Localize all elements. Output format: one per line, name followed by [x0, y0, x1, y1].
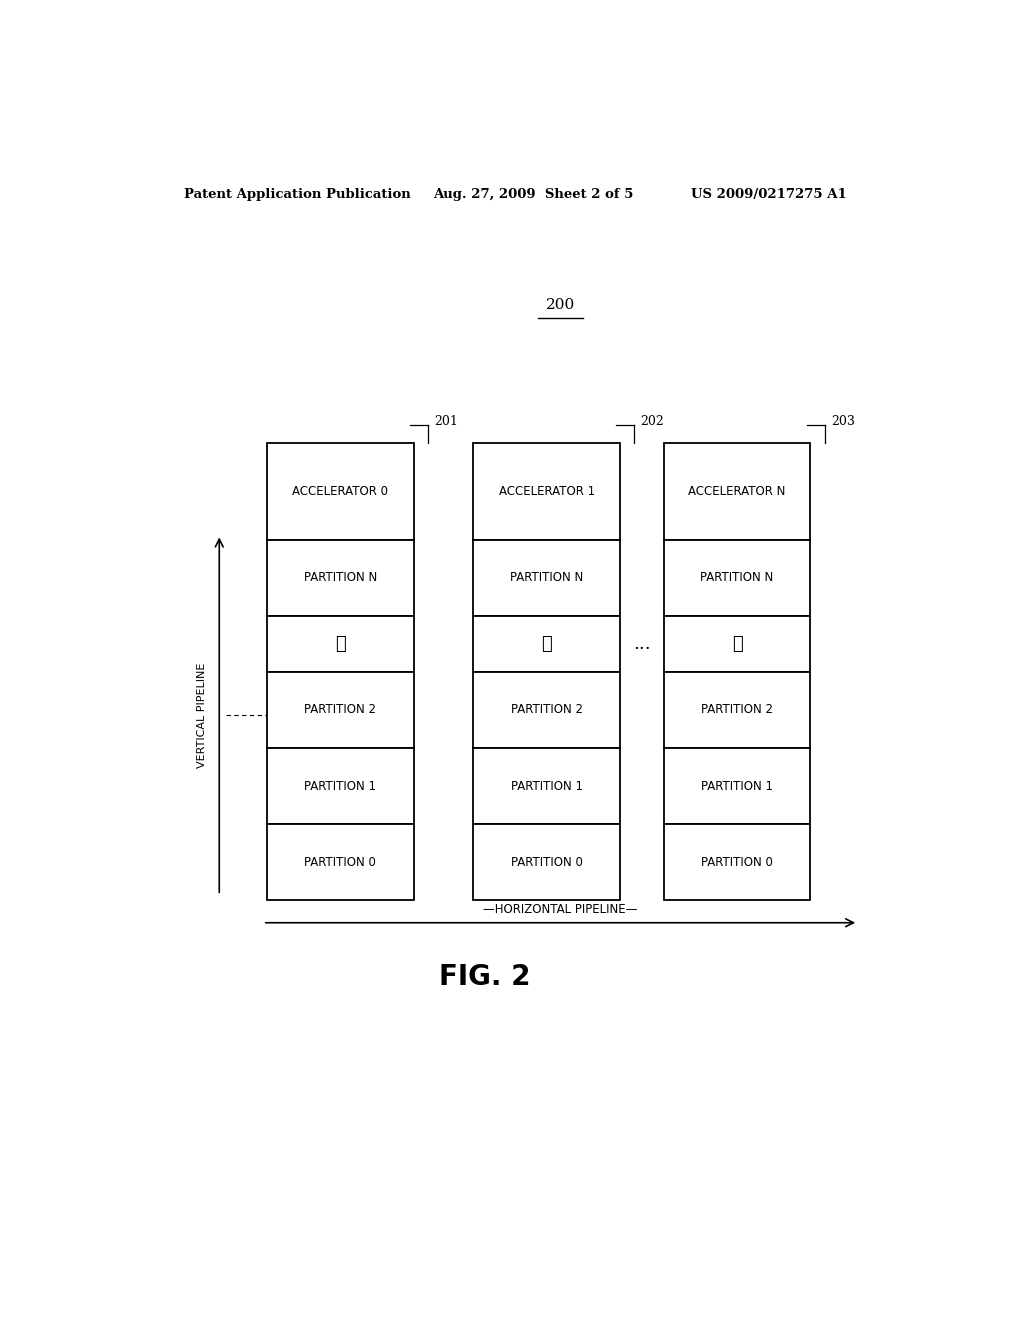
Text: PARTITION N: PARTITION N [700, 572, 774, 585]
Text: 203: 203 [831, 416, 855, 428]
Text: Patent Application Publication: Patent Application Publication [183, 189, 411, 202]
Text: ⋮: ⋮ [732, 635, 742, 652]
Text: PARTITION 2: PARTITION 2 [304, 704, 376, 717]
Text: PARTITION N: PARTITION N [304, 572, 377, 585]
Text: PARTITION 1: PARTITION 1 [304, 780, 376, 792]
Bar [267, 540, 414, 615]
Text: Aug. 27, 2009  Sheet 2 of 5: Aug. 27, 2009 Sheet 2 of 5 [433, 189, 634, 202]
Text: PARTITION 2: PARTITION 2 [511, 704, 583, 717]
Bar [664, 824, 811, 900]
Bar [664, 672, 811, 748]
Text: PARTITION 0: PARTITION 0 [304, 855, 376, 869]
Text: PARTITION 1: PARTITION 1 [511, 780, 583, 792]
Bar [473, 824, 621, 900]
Text: PARTITION 2: PARTITION 2 [701, 704, 773, 717]
Bar [473, 444, 621, 540]
Text: 200: 200 [546, 298, 575, 312]
Text: PARTITION 1: PARTITION 1 [701, 780, 773, 792]
Bar [473, 540, 621, 615]
Text: ACCELERATOR 1: ACCELERATOR 1 [499, 484, 595, 498]
Bar [267, 615, 414, 672]
Bar [267, 444, 414, 540]
Text: ...: ... [633, 635, 650, 652]
Bar [664, 615, 811, 672]
Text: ⋮: ⋮ [542, 635, 552, 652]
Text: ⋮: ⋮ [335, 635, 346, 652]
Bar [473, 615, 621, 672]
Text: 201: 201 [434, 416, 458, 428]
Text: VERTICAL PIPELINE: VERTICAL PIPELINE [197, 663, 207, 767]
Text: US 2009/0217275 A1: US 2009/0217275 A1 [691, 189, 847, 202]
Text: PARTITION N: PARTITION N [510, 572, 584, 585]
Text: ACCELERATOR 0: ACCELERATOR 0 [292, 484, 388, 498]
Text: PARTITION 0: PARTITION 0 [701, 855, 773, 869]
Text: PARTITION 0: PARTITION 0 [511, 855, 583, 869]
Text: FIG. 2: FIG. 2 [439, 962, 530, 990]
Bar [664, 748, 811, 824]
Text: —HORIZONTAL PIPELINE—: —HORIZONTAL PIPELINE— [483, 903, 638, 916]
Bar [267, 672, 414, 748]
Bar [267, 824, 414, 900]
Text: 202: 202 [641, 416, 665, 428]
Bar [664, 540, 811, 615]
Bar [473, 672, 621, 748]
Bar [664, 444, 811, 540]
Text: ACCELERATOR N: ACCELERATOR N [688, 484, 785, 498]
Bar [473, 748, 621, 824]
Bar [267, 748, 414, 824]
